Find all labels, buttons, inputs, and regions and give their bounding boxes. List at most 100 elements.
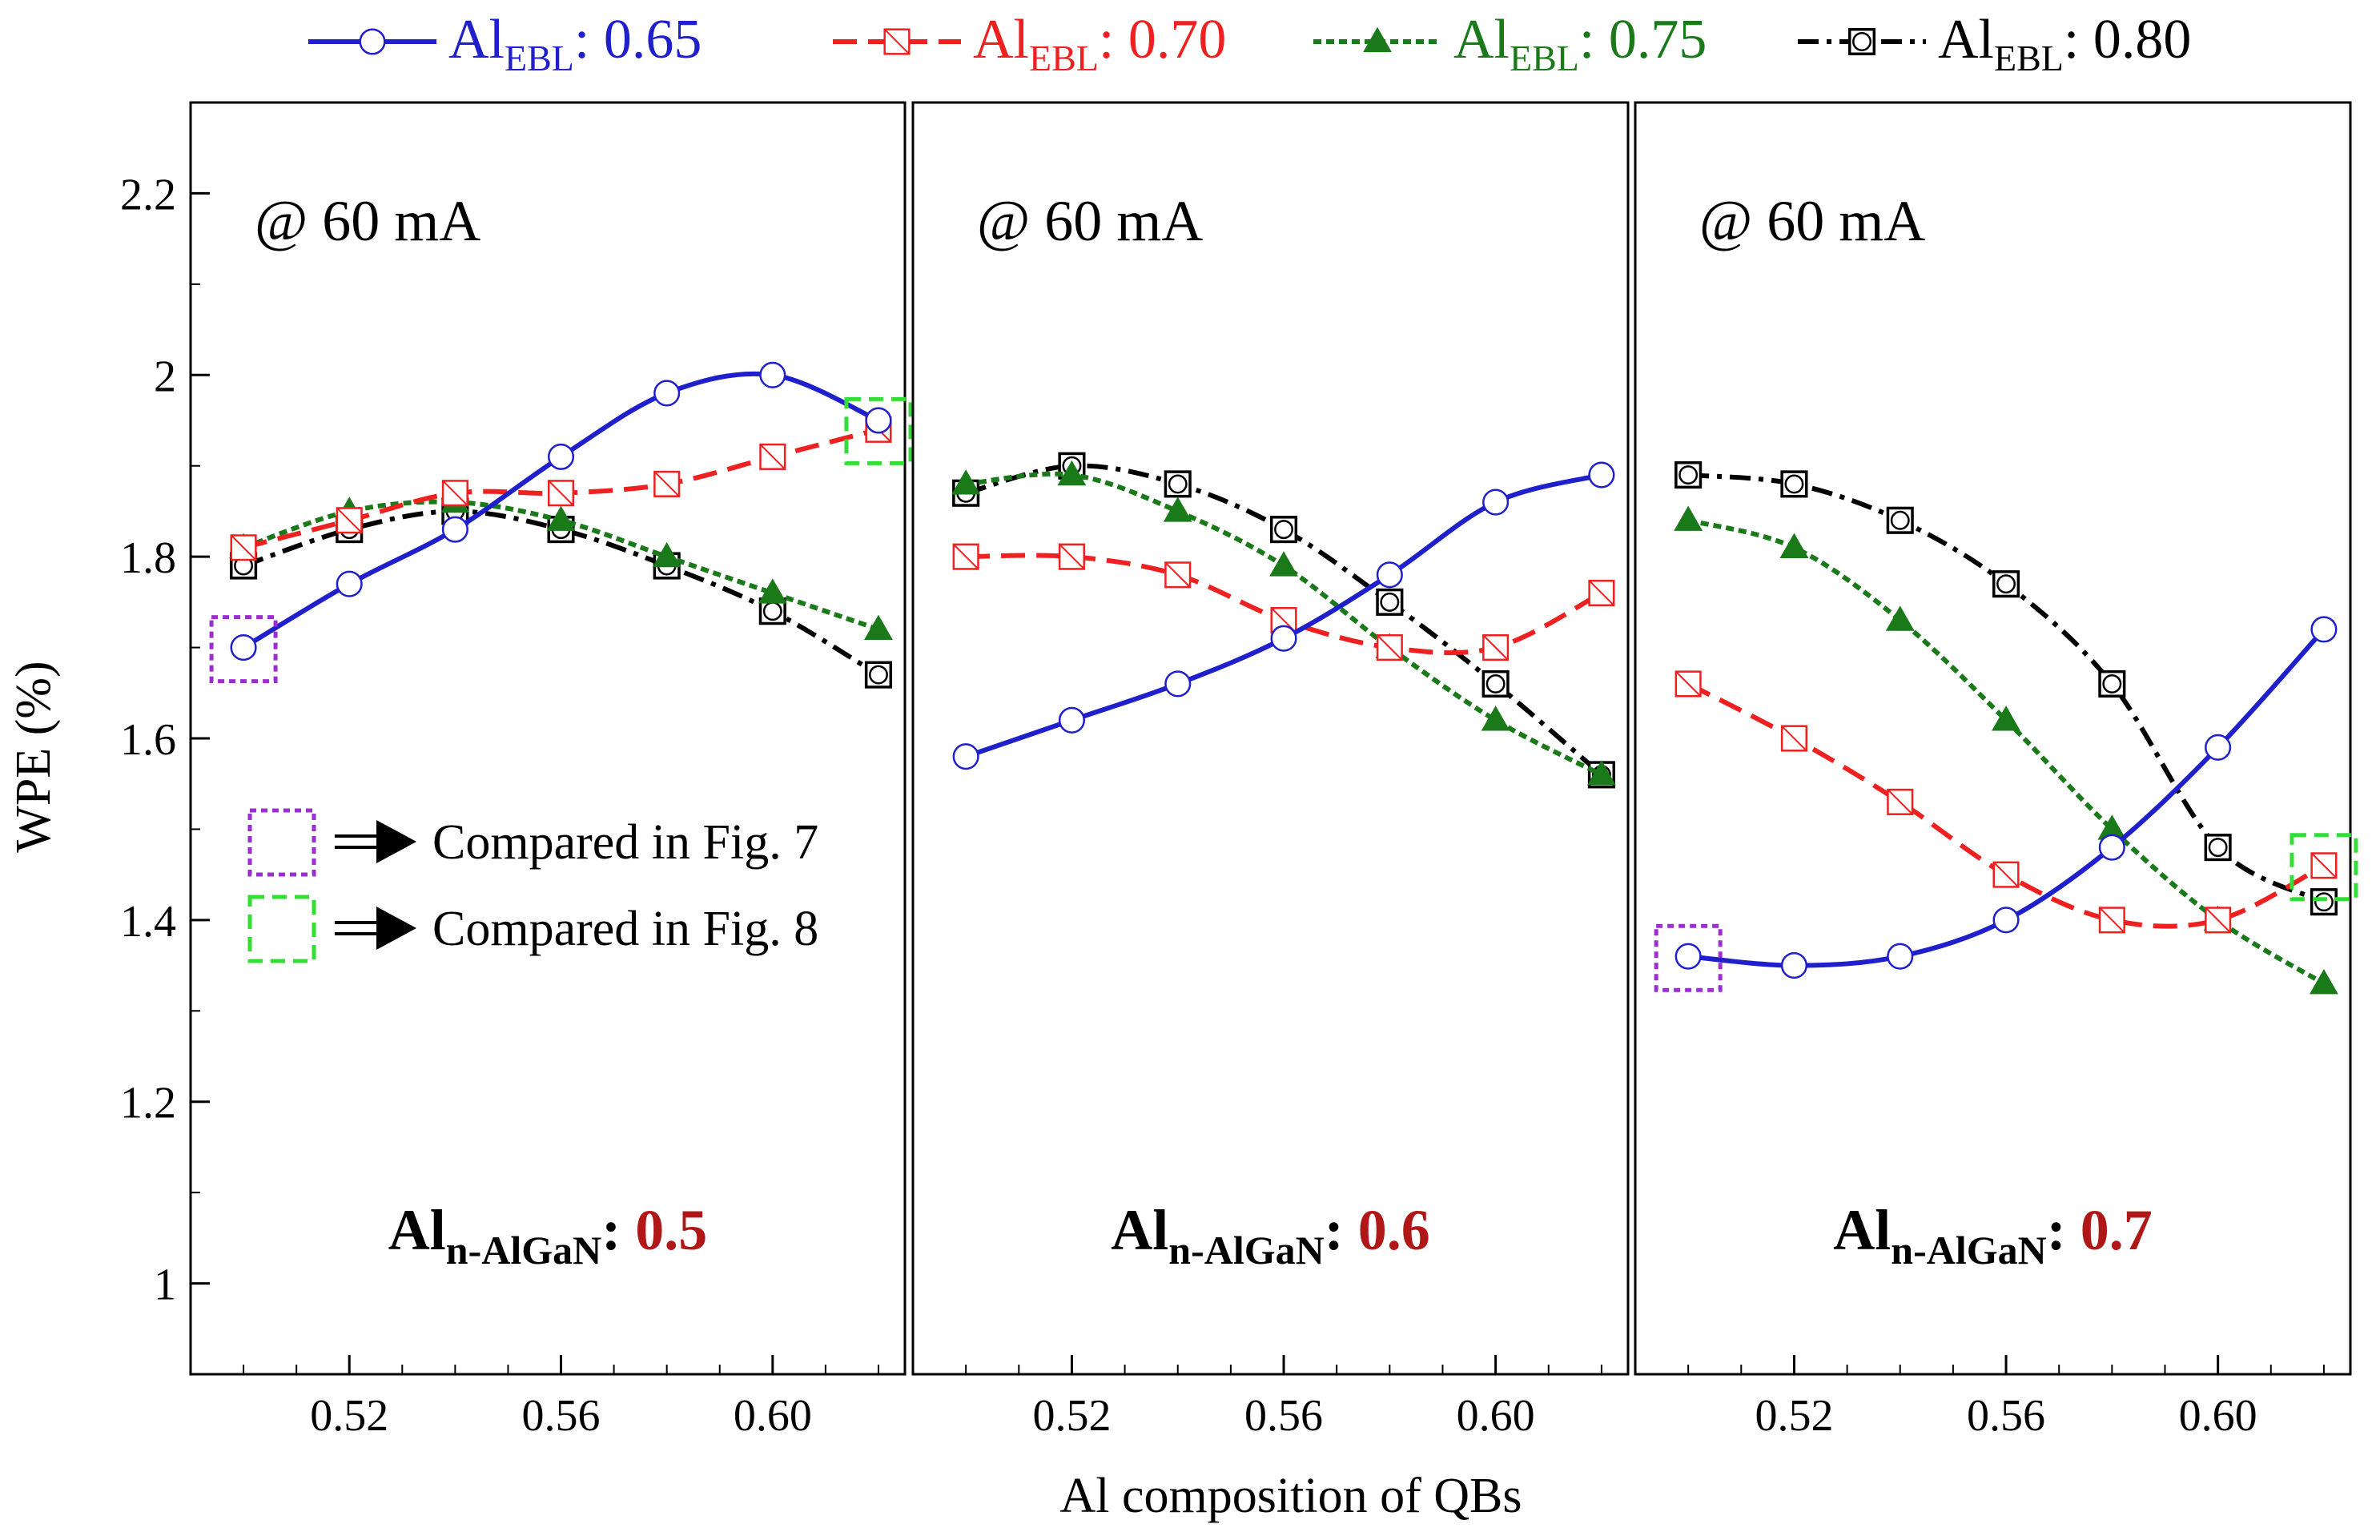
series-legend: AlEBL: 0.65 AlEBL: 0.70 AlEBL: 0.75 AlEBL: … [308, 9, 2191, 78]
compare-legend-item-2: Compared in Fig. 8 [247, 895, 818, 963]
data-point [1057, 460, 1087, 486]
data-point [652, 541, 681, 568]
highlight-box-fig8 [2290, 833, 2358, 902]
data-point [1270, 625, 1297, 652]
panel-0.7: 0.52 0.56 0.60 @ 60 mA Aln-AlGaN: 0.7 [1634, 101, 2358, 1441]
panel-label: Aln-AlGaN: 0.5 [388, 1198, 707, 1273]
series-0.70 [1674, 670, 2338, 934]
legend-label: AlEBL: 0.70 [973, 9, 1226, 78]
legend-marker [359, 28, 386, 55]
current-annotation: @ 60 mA [1699, 189, 1925, 253]
x-tick-label: 0.52 [1755, 1391, 1833, 1441]
legend-marker [883, 28, 911, 55]
panel-label: Aln-AlGaN: 0.7 [1833, 1198, 2152, 1273]
data-point [2205, 734, 2232, 761]
data-point [1992, 907, 2020, 934]
legend-item-4: AlEBL: 0.80 [1798, 9, 2191, 78]
compare-legend: Compared in Fig. 7 Compared in Fig. 8 [247, 808, 818, 963]
data-point [2310, 852, 2338, 879]
data-point [864, 661, 893, 689]
highlight-box-fig7 [209, 615, 278, 684]
x-tick-label: 0.52 [1032, 1391, 1111, 1441]
data-point [336, 507, 363, 534]
data-point [2098, 907, 2125, 934]
data-point [2204, 834, 2232, 862]
data-point [1885, 605, 1915, 631]
data-point [2310, 888, 2338, 916]
data-point [653, 470, 681, 497]
data-point [441, 516, 468, 543]
data-point [1164, 670, 1192, 698]
legend-item-1: AlEBL: 0.65 [308, 9, 702, 78]
chart-panels: 1 1.2 1.4 1.6 1.8 2 2.2 0.52 0.56 0.60 @ 60 mA Aln-… [120, 101, 2358, 1441]
data-point [2310, 969, 2338, 995]
data-point [1887, 788, 1914, 815]
y-tick-label: 1.8 [120, 533, 176, 583]
data-point [1482, 634, 1510, 661]
data-point [1992, 861, 2020, 888]
y-tick-label: 2 [154, 352, 176, 401]
data-point [1481, 669, 1510, 698]
data-point [2098, 834, 2125, 861]
panel-0.6: 0.52 0.56 0.60 @ 60 mA Aln-AlGaN: 0.6 [911, 101, 1630, 1441]
data-point [1588, 579, 1615, 607]
data-point [547, 480, 575, 507]
data-point [1482, 489, 1510, 516]
data-point [1674, 943, 1702, 970]
current-annotation: @ 60 mA [255, 189, 480, 253]
data-point [2205, 907, 2232, 934]
data-point [864, 614, 893, 641]
data-point [1992, 570, 2020, 598]
data-point [1587, 760, 1616, 786]
legend-item-2: AlEBL: 0.70 [833, 9, 1226, 78]
x-tick-label: 0.60 [2179, 1391, 2257, 1441]
x-tick-label: 0.60 [1457, 1391, 1535, 1441]
data-point [1780, 470, 1808, 498]
y-tick-label: 1 [154, 1261, 176, 1310]
data-point [230, 534, 257, 561]
data-point [759, 443, 786, 470]
highlight-box-fig8 [844, 396, 913, 465]
legend-label: AlEBL: 0.75 [1453, 9, 1707, 78]
data-point [653, 380, 681, 407]
data-point [1886, 506, 1914, 534]
series-0.65 [1674, 616, 2338, 979]
arrow-head [376, 820, 416, 863]
data-point [1887, 943, 1914, 970]
compare-legend-item-1: Compared in Fig. 7 [247, 808, 818, 877]
data-point [441, 480, 468, 507]
data-point [1780, 725, 1807, 752]
data-point [1674, 670, 1702, 698]
data-point [1481, 706, 1510, 731]
legend-label: AlEBL: 0.65 [448, 9, 702, 78]
legend-marker [1847, 27, 1876, 56]
data-point [1376, 561, 1403, 589]
data-point [1674, 461, 1703, 489]
data-point [546, 505, 576, 531]
x-tick-label: 0.56 [1244, 1391, 1323, 1441]
x-tick-label: 0.56 [1967, 1391, 2045, 1441]
data-point [2098, 669, 2126, 698]
compare-legend-box [247, 895, 316, 963]
compare-legend-label: Compared in Fig. 8 [432, 902, 818, 956]
panel-frame [1634, 101, 2352, 1376]
y-tick-label: 1.4 [120, 897, 176, 947]
legend-marker [1363, 26, 1392, 53]
data-point [865, 407, 892, 434]
data-point [1376, 588, 1404, 616]
data-point [952, 543, 979, 570]
panel-0.5: 1 1.2 1.4 1.6 1.8 2 2.2 0.52 0.56 0.60 @ 60 mA Aln-… [120, 101, 913, 1441]
data-point [1376, 634, 1403, 661]
data-point [759, 361, 786, 388]
current-annotation: @ 60 mA [977, 189, 1203, 253]
data-point [1269, 551, 1298, 577]
data-point [230, 634, 257, 661]
y-axis-label: WPE (%) [6, 661, 61, 852]
data-point [1588, 461, 1615, 489]
x-tick-label: 0.60 [734, 1391, 812, 1441]
x-tick-label: 0.52 [310, 1391, 388, 1441]
compare-legend-label: Compared in Fig. 7 [432, 815, 818, 870]
series-0.65 [952, 461, 1615, 770]
y-tick-label: 1.2 [120, 1079, 176, 1128]
